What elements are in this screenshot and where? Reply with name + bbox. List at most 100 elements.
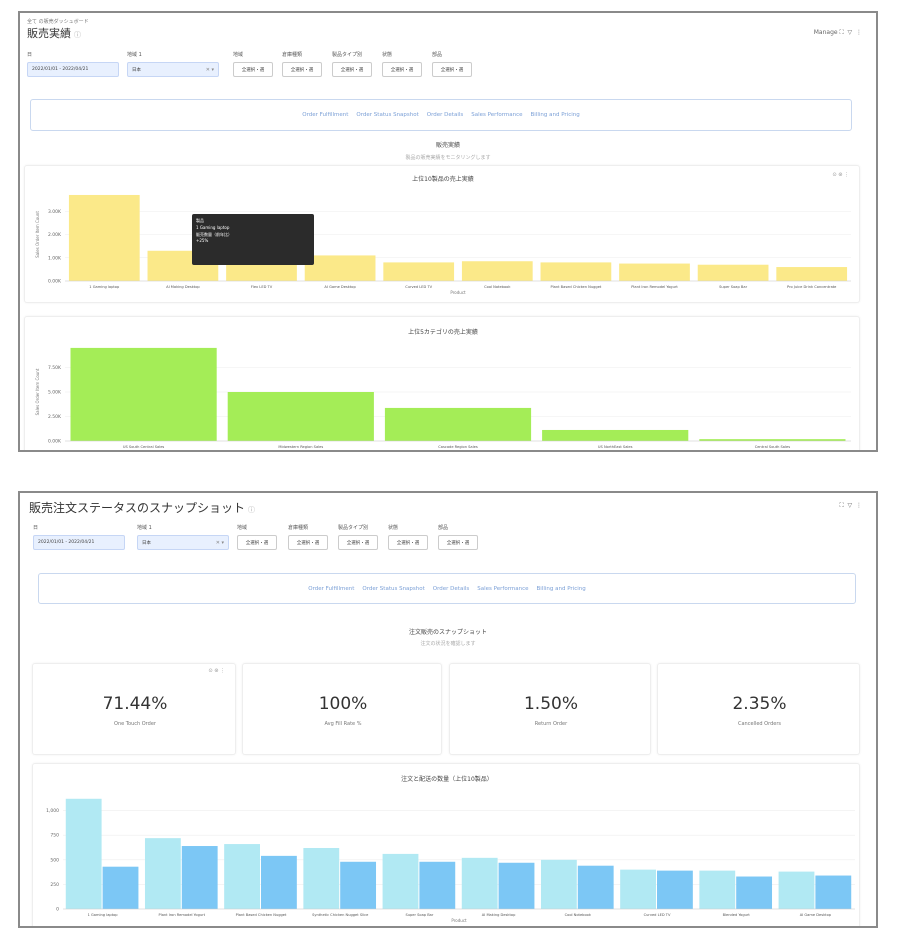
section-subtitle: 注文の状況を確認します	[420, 641, 476, 647]
breadcrumb[interactable]: 全て の販売ダッシュボード	[27, 19, 89, 25]
kpi-value: 2.35%	[732, 694, 787, 714]
x-axis-label: Sales Org	[448, 450, 468, 452]
y-tick-label: 2.00K	[48, 232, 62, 238]
bar	[577, 865, 614, 909]
kpi-label: Avg Fill Rate %	[324, 721, 362, 727]
bar	[181, 846, 218, 909]
x-tick-label: Super Soap Bar	[719, 285, 747, 289]
filter-icon[interactable]: ⊙	[832, 172, 837, 178]
filter-label-2: 倉庫種類	[282, 52, 303, 58]
more-icon[interactable]: ⋮	[220, 668, 225, 674]
x-tick-label: US NorthEast Sales	[598, 445, 633, 449]
kpi-card-cancelled-orders: 2.35% Cancelled Orders	[657, 663, 860, 755]
y-tick-label: 5.00K	[48, 390, 62, 396]
bar	[540, 859, 577, 909]
expand-icon[interactable]: ⛶	[839, 502, 844, 509]
nav-sales-performance[interactable]: Sales Performance	[477, 585, 529, 592]
y-tick-label: 500	[50, 857, 59, 863]
nav-order-fulfillment[interactable]: Order Fulfillment	[308, 585, 355, 592]
bar	[384, 407, 532, 441]
region-filter[interactable]: 日本 ✕ ▾	[137, 535, 229, 550]
bar-chart-top5-categories: 0.00K 2.50K 5.00K 7.50K Sales Order Item Cou…	[35, 347, 851, 452]
page-title-text: 販売実績	[27, 27, 71, 40]
x-tick-label: Cascade Region Sales	[438, 445, 478, 449]
filter-1[interactable]: 全選択・選	[237, 535, 277, 550]
filter-icon[interactable]: ⊙	[208, 668, 213, 674]
filter-5[interactable]: 全選択・選	[432, 62, 472, 77]
x-tick-label: Plant Iron Remodel Yogurt	[159, 913, 206, 917]
nav-order-fulfillment[interactable]: Order Fulfillment	[302, 112, 349, 118]
info-icon[interactable]: ⓘ	[74, 31, 81, 39]
bar	[697, 264, 769, 281]
chevron-down-icon: ✕ ▾	[215, 539, 224, 546]
more-icon[interactable]: ⋮	[844, 172, 849, 178]
kpi-value: 71.44%	[102, 694, 168, 714]
kpi-actions: ⊙ ⊛ ⋮	[208, 668, 225, 674]
filter-icon[interactable]: ▽	[847, 29, 853, 36]
download-icon[interactable]: ⊛	[838, 172, 843, 178]
nav-order-details[interactable]: Order Details	[432, 585, 470, 592]
filter-3[interactable]: 全選択・選	[332, 62, 372, 77]
filter-icon[interactable]: ▽	[847, 502, 853, 509]
chart-card-order-delivery-qty: 注文と配送の数量（上位10製品） 0 250 500 750 1,000 1 Gaming…	[32, 763, 860, 926]
chart-title: 上位5カテゴリの売上実績	[408, 329, 478, 336]
x-tick-label: Synthetic Chicken Nugget Slice	[312, 913, 369, 917]
chart-tooltip: 製品 1 Gaming laptop 販売数量（前年比） +25%	[192, 214, 314, 265]
bar	[382, 853, 419, 909]
bar	[303, 847, 340, 909]
tooltip-line: 販売数量（前年比）	[196, 231, 232, 237]
kpi-value: 100%	[318, 694, 368, 714]
more-icon[interactable]: ⋮	[856, 502, 862, 509]
nav-order-status-snapshot[interactable]: Order Status Snapshot	[362, 585, 425, 592]
x-tick-label: Flex LED TV	[251, 285, 273, 289]
y-tick-label: 0.00K	[48, 439, 62, 445]
region-filter[interactable]: 日本 ✕ ▾	[127, 62, 219, 77]
chart-card-top5-categories: 上位5カテゴリの売上実績 0.00K 2.50K 5.00K 7.50K Sales O…	[24, 316, 860, 452]
tooltip-line: +25%	[196, 238, 209, 244]
date-filter[interactable]: 2022/01/01 - 2022/04/21	[27, 62, 119, 77]
bar	[778, 871, 815, 909]
filter-5[interactable]: 全選択・選	[438, 535, 478, 550]
more-icon[interactable]: ⋮	[856, 29, 862, 36]
bar	[620, 869, 656, 909]
filter-4[interactable]: 全選択・選	[382, 62, 422, 77]
nav-billing-and-pricing[interactable]: Billing and Pricing	[536, 585, 586, 592]
y-tick-label: 250	[50, 882, 59, 888]
filter-label-5: 部品	[438, 525, 449, 531]
dashboard-nav: Order Fulfillment Order Status Snapshot …	[38, 573, 856, 604]
y-tick-label: 0.00K	[48, 279, 62, 285]
chart-card-top10-products: 上位10製品の売上実績 ⊙ ⊛ ⋮ 0.00K 1.00K 2.00K 3.00K Sa…	[24, 165, 860, 303]
date-filter[interactable]: 2022/01/01 - 2022/04/21	[33, 535, 125, 550]
x-tick-label: Midwestern Region Sales	[278, 445, 323, 449]
nav-billing-and-pricing[interactable]: Billing and Pricing	[530, 112, 580, 118]
y-tick-label: 0	[56, 907, 59, 913]
nav-order-details[interactable]: Order Details	[426, 112, 464, 118]
manage-link[interactable]: Manage	[813, 29, 838, 36]
kpi-card-avg-fill-rate: 100% Avg Fill Rate %	[242, 663, 442, 755]
y-axis-label: Sales Order Item Count	[35, 368, 40, 415]
top-right-actions: ⛶ ▽ ⋮	[840, 502, 862, 510]
filter-2[interactable]: 全選択・選	[282, 62, 322, 77]
info-icon[interactable]: ⓘ	[248, 506, 256, 514]
dashboard-sales-performance: 全て の販売ダッシュボード 販売実績 ⓘ Manage ⛶ ▽ ⋮ 日 2022/…	[18, 11, 878, 452]
y-tick-label: 750	[50, 833, 59, 839]
nav-order-status-snapshot[interactable]: Order Status Snapshot	[356, 112, 419, 118]
bar	[540, 262, 612, 281]
x-tick-label: Super Soap Bar	[405, 913, 433, 917]
expand-icon[interactable]: ⛶	[839, 29, 844, 36]
page-title: 販売実績 ⓘ	[27, 25, 81, 41]
bar	[699, 870, 736, 909]
page-title: 販売注文ステータスのスナップショット ⓘ	[29, 499, 255, 516]
nav-sales-performance[interactable]: Sales Performance	[471, 112, 523, 118]
section-title: 販売実績	[435, 142, 460, 149]
filter-1[interactable]: 全選択・選	[233, 62, 273, 77]
bar	[461, 857, 498, 909]
x-tick-label: Blended Yogurt	[723, 913, 751, 917]
bar	[736, 876, 773, 909]
filter-4[interactable]: 全選択・選	[388, 535, 428, 550]
filter-3[interactable]: 全選択・選	[338, 535, 378, 550]
bar	[261, 855, 297, 909]
download-icon[interactable]: ⊛	[214, 668, 219, 674]
kpi-label: One Touch Order	[114, 721, 156, 727]
filter-2[interactable]: 全選択・選	[288, 535, 328, 550]
